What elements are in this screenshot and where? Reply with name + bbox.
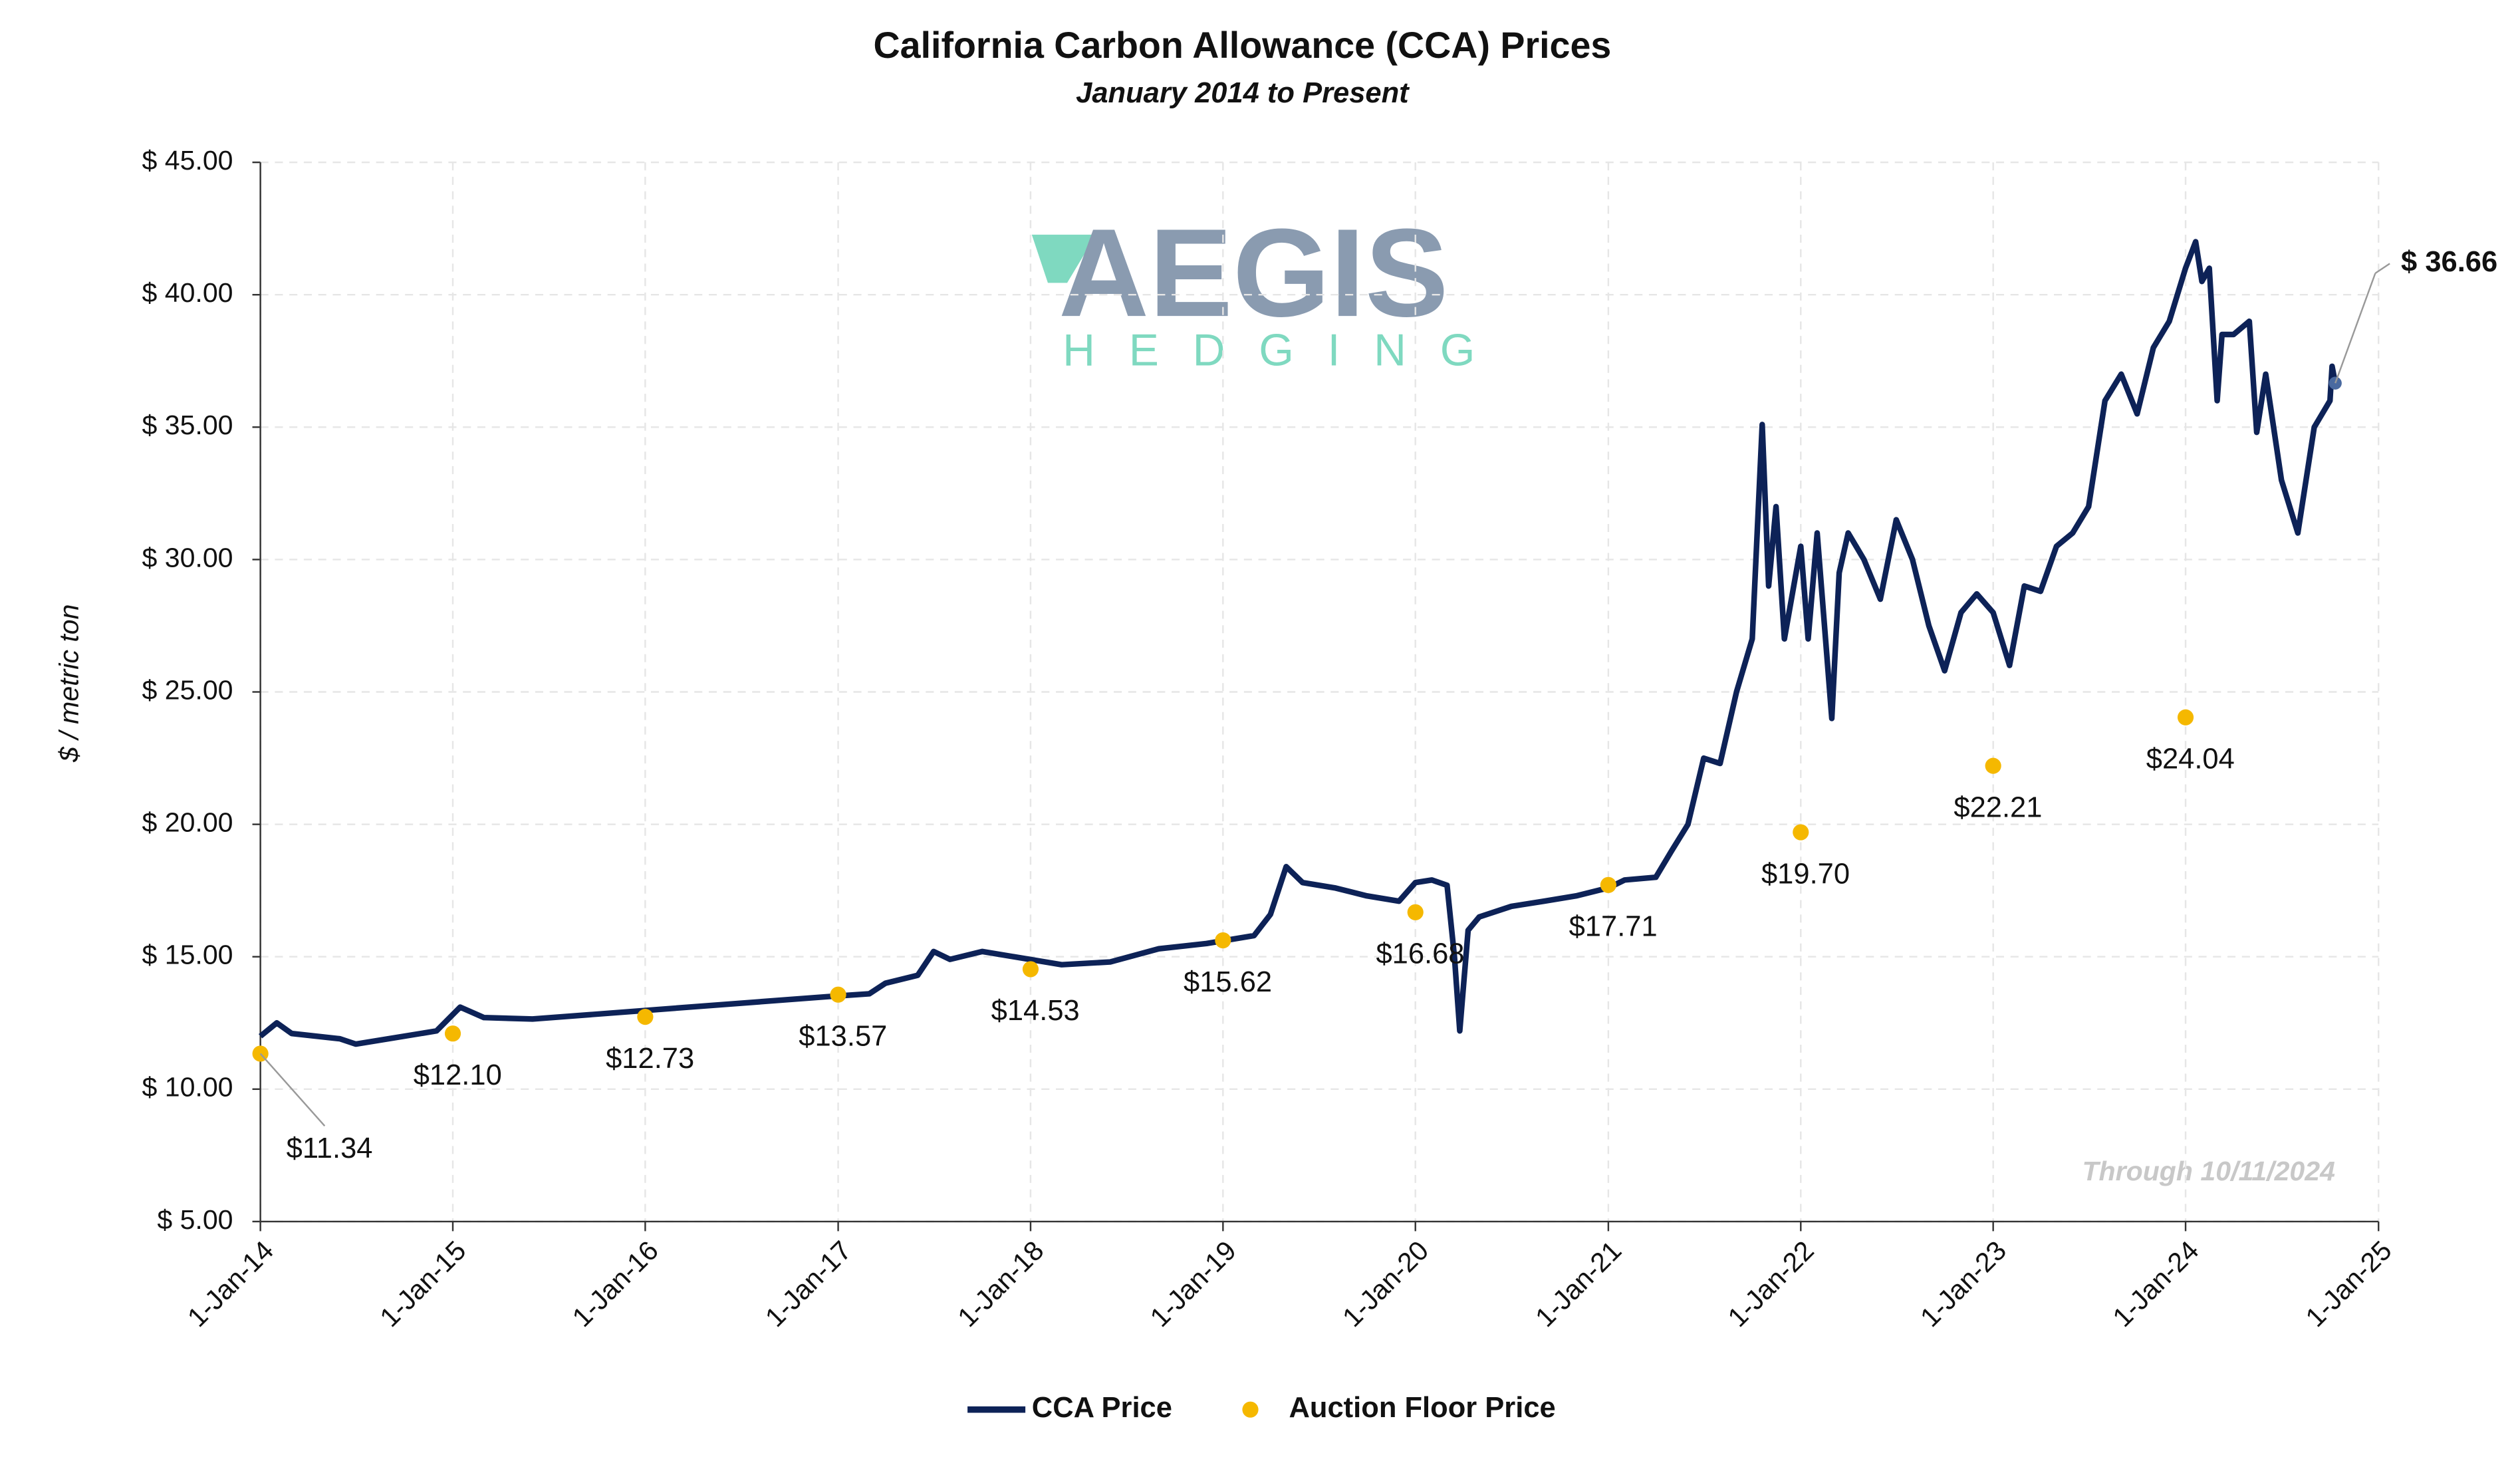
annotation: Through 10/11/2024 <box>2082 1156 2335 1186</box>
x-tick-label: 1-Jan-24 <box>2106 1235 2204 1333</box>
watermark-sub: HEDGING <box>1063 326 1509 376</box>
value-label: $22.21 <box>1953 791 2042 823</box>
x-tick-label: 1-Jan-21 <box>1529 1235 1627 1333</box>
y-tick-label: $ 30.00 <box>142 542 233 573</box>
value-label: $12.73 <box>606 1043 694 1075</box>
x-tick-label: 1-Jan-22 <box>1722 1235 1820 1333</box>
logo-mark <box>1031 234 1096 283</box>
y-tick-label: $ 40.00 <box>142 277 233 308</box>
y-tick-label: $ 25.00 <box>142 674 233 705</box>
price-line <box>258 239 2338 1047</box>
x-tick-label: 1-Jan-14 <box>182 1235 279 1333</box>
x-tick-label: 1-Jan-19 <box>1144 1235 1242 1333</box>
y-tick-label: $ 35.00 <box>142 410 233 440</box>
value-label: $13.57 <box>799 1020 887 1052</box>
value-label: $12.10 <box>414 1059 502 1091</box>
value-label: $16.68 <box>1376 938 1464 970</box>
x-tick-label: 1-Jan-18 <box>951 1235 1049 1333</box>
value-label: $14.53 <box>991 995 1080 1027</box>
leader-line <box>2334 273 2376 384</box>
floor-point <box>1600 876 1616 893</box>
end-label: $ 36.66 <box>2401 246 2497 278</box>
chart-subtitle: January 2014 to Present <box>1076 77 1410 109</box>
x-tick-label: 1-Jan-16 <box>567 1235 664 1333</box>
y-tick-label: $ 15.00 <box>142 940 233 970</box>
value-label: $19.70 <box>1761 858 1850 890</box>
floor-point <box>1793 824 1809 841</box>
legend-swatch <box>1242 1401 1259 1418</box>
chart-title: California Carbon Allowance (CCA) Prices <box>874 25 1612 66</box>
y-tick-label: $ 45.00 <box>142 145 233 176</box>
y-tick-label: $ 5.00 <box>157 1204 233 1235</box>
x-tick-label: 1-Jan-23 <box>1914 1235 2012 1333</box>
y-tick-label: $ 10.00 <box>142 1072 233 1103</box>
y-axis-label: $ / metric ton <box>53 604 84 763</box>
floor-point <box>1215 932 1231 949</box>
floor-point <box>1407 904 1424 920</box>
watermark-main: AEGIS <box>1059 202 1449 342</box>
legend-label: Auction Floor Price <box>1289 1392 1556 1424</box>
x-tick-label: 1-Jan-15 <box>374 1235 471 1333</box>
value-label: $15.62 <box>1184 966 1272 998</box>
floor-point <box>2177 709 2194 726</box>
y-tick-label: $ 20.00 <box>142 807 233 837</box>
floor-point <box>444 1025 461 1042</box>
legend-label: CCA Price <box>1032 1392 1172 1424</box>
floor-point <box>637 1009 654 1025</box>
floor-point <box>1022 961 1039 978</box>
leader-line <box>2374 263 2390 274</box>
x-tick-label: 1-Jan-20 <box>1336 1235 1434 1333</box>
x-tick-label: 1-Jan-17 <box>759 1235 857 1333</box>
x-tick-label: 1-Jan-25 <box>2300 1235 2398 1333</box>
leader-line <box>259 1053 326 1127</box>
value-label: $24.04 <box>2146 743 2235 775</box>
value-label: $17.71 <box>1569 911 1658 943</box>
value-label: $11.34 <box>287 1132 373 1164</box>
floor-point <box>1985 757 2001 774</box>
floor-point <box>830 986 846 1003</box>
